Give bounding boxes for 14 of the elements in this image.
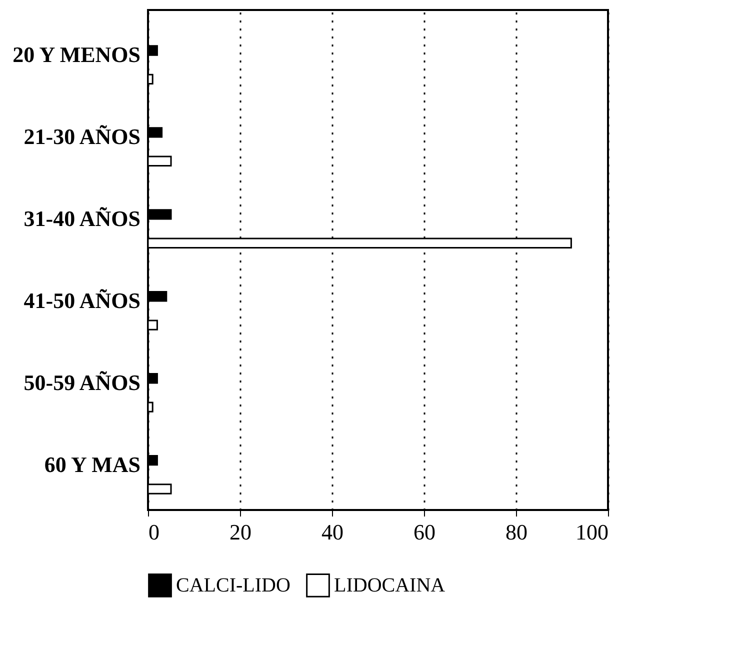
y-tick-label: 60 Y MAS: [44, 452, 140, 477]
y-tick-label: 41-50 AÑOS: [24, 288, 140, 313]
legend-label: CALCI-LIDO: [176, 574, 290, 596]
x-tick-label: 20: [230, 520, 252, 544]
y-tick-label: 21-30 AÑOS: [24, 124, 140, 150]
legend-label: LIDOCAINA: [334, 574, 446, 596]
x-tick-label: 40: [322, 520, 344, 544]
x-tick-label: 0: [148, 520, 160, 544]
y-tick-label: 31-40 AÑOS: [24, 206, 140, 232]
y-tick-label: 50-59 AÑOS: [24, 370, 140, 395]
x-tick-label: 60: [414, 520, 436, 544]
x-tick-label: 100: [576, 520, 608, 544]
x-tick-label: 80: [506, 520, 528, 544]
y-tick-label: 20 Y MENOS: [12, 42, 140, 68]
